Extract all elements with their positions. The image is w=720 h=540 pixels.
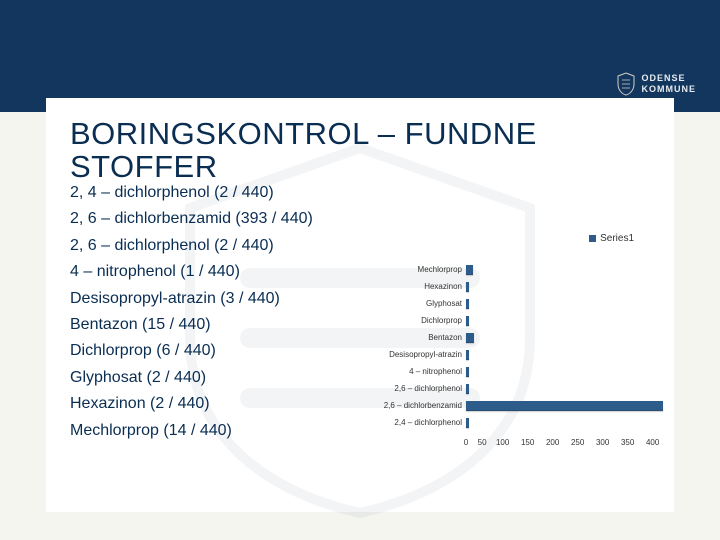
org-logo: ODENSE KOMMUNE	[616, 72, 697, 96]
bar-track	[466, 380, 666, 397]
x-axis: 0 50 100 150 200 250 300 350 400	[466, 438, 666, 447]
bar	[466, 265, 473, 275]
bar-row: Hexazinon	[366, 278, 666, 295]
bar-track	[466, 261, 666, 278]
bar-row: 2,6 – dichlorbenzamid	[366, 397, 666, 414]
x-tick: 150	[521, 438, 534, 447]
bar-track	[466, 278, 666, 295]
bar-track	[466, 295, 666, 312]
bar	[466, 299, 469, 309]
bar	[466, 418, 469, 428]
shield-icon	[616, 72, 636, 96]
bar	[466, 316, 469, 326]
bar-label: 4 – nitrophenol	[366, 367, 466, 376]
header-band	[0, 0, 720, 112]
bar	[466, 282, 469, 292]
bar-label: Dichlorprop	[366, 316, 466, 325]
bar-track	[466, 346, 666, 363]
bar-row: Dichlorprop	[366, 312, 666, 329]
bar-label: Desisopropyl-atrazin	[366, 350, 466, 359]
bar	[466, 333, 474, 343]
bar-label: 2,6 – dichlorbenzamid	[366, 401, 466, 410]
x-tick: 250	[571, 438, 584, 447]
chart-body: Mechlorprop Hexazinon Glyphosat Dichlorprop…	[366, 261, 666, 447]
x-tick: 50	[478, 438, 487, 447]
bar-label: Mechlorprop	[366, 265, 466, 274]
bar-label: Glyphosat	[366, 299, 466, 308]
bar-row: Bentazon	[366, 329, 666, 346]
bar-row: Mechlorprop	[366, 261, 666, 278]
chart-legend: Series1	[589, 233, 634, 244]
x-tick: 100	[496, 438, 509, 447]
list-item: 2, 6 – dichlorbenzamid (393 / 440)	[70, 206, 650, 232]
slide-title: BORINGSKONTROL – FUNDNE STOFFER	[70, 118, 650, 183]
slide-content: BORINGSKONTROL – FUNDNE STOFFER 2, 4 – d…	[46, 98, 674, 512]
bar-label: 2,6 – dichlorphenol	[366, 384, 466, 393]
bar-row: 2,4 – dichlorphenol	[366, 414, 666, 431]
x-tick: 350	[621, 438, 634, 447]
bar-row: Glyphosat	[366, 295, 666, 312]
bar-row: Desisopropyl-atrazin	[366, 346, 666, 363]
bar-track	[466, 329, 666, 346]
logo-line2: KOMMUNE	[642, 84, 697, 95]
bar-label: Bentazon	[366, 333, 466, 342]
legend-swatch	[589, 235, 596, 242]
logo-line1: ODENSE	[642, 73, 697, 84]
bar-track	[466, 312, 666, 329]
list-item: 2, 4 – dichlorphenol (2 / 440)	[70, 180, 650, 206]
legend-label: Series1	[600, 233, 634, 244]
x-tick: 0	[464, 438, 468, 447]
bar	[466, 401, 663, 411]
bar	[466, 367, 469, 377]
x-tick: 200	[546, 438, 559, 447]
bar	[466, 384, 469, 394]
bar-track	[466, 414, 666, 431]
x-tick: 400	[646, 438, 659, 447]
bar-track	[466, 397, 666, 414]
bar-label: 2,4 – dichlorphenol	[366, 418, 466, 427]
bar-track	[466, 363, 666, 380]
bar-label: Hexazinon	[366, 282, 466, 291]
x-tick: 300	[596, 438, 609, 447]
bar-chart: Series1 Mechlorprop Hexazinon Glyphosat Dic…	[366, 233, 666, 463]
bar-row: 4 – nitrophenol	[366, 363, 666, 380]
bar	[466, 350, 469, 360]
bar-row: 2,6 – dichlorphenol	[366, 380, 666, 397]
